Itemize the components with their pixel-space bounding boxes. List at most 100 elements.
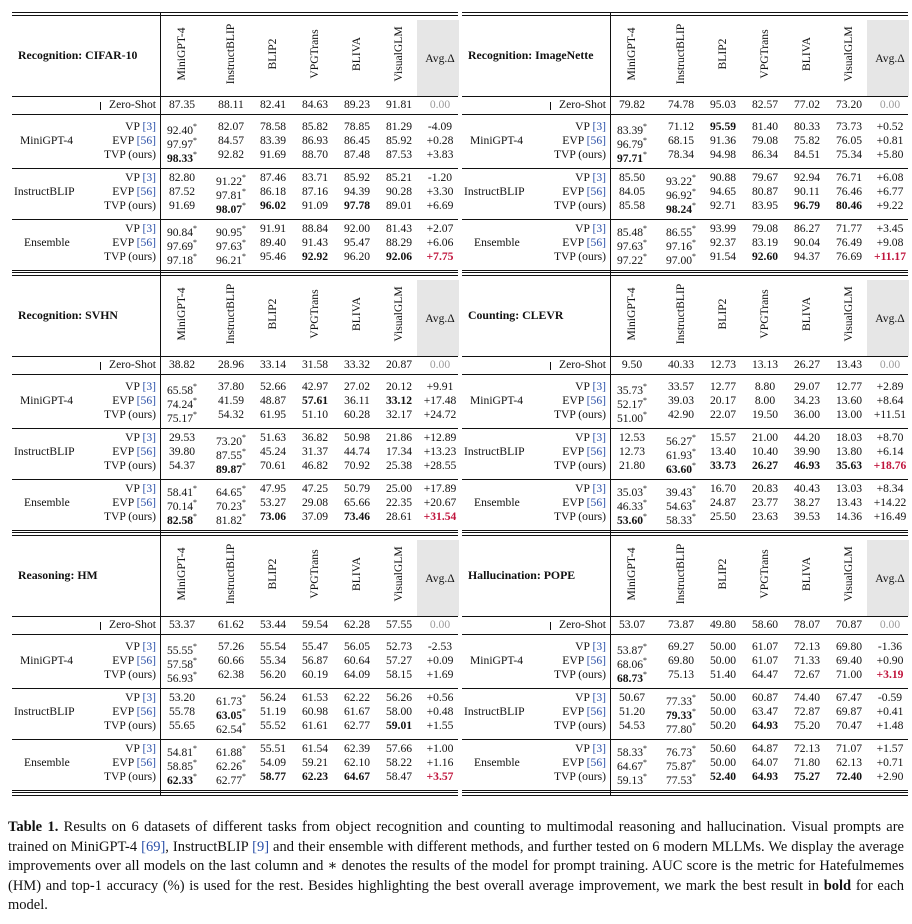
citation-link[interactable]: [56] <box>136 236 156 249</box>
citation-link[interactable]: [56] <box>586 654 606 667</box>
table-cell: 69.40 <box>819 654 879 668</box>
prompt-training-marker: * <box>643 512 648 521</box>
table-cell: 92.94 <box>777 171 837 185</box>
citation-link[interactable]: [56] <box>586 705 606 718</box>
citation-link[interactable]: [56] <box>586 496 606 509</box>
cell-value: 69.80 <box>835 640 863 653</box>
citation-link[interactable]: [3] <box>142 222 156 235</box>
citation-link[interactable]: [3] <box>592 482 606 495</box>
caption-cite[interactable]: [69] <box>141 838 166 855</box>
method-label: VP [3] <box>575 120 606 134</box>
cell-value: 37.09 <box>301 510 329 523</box>
citation-link[interactable]: [56] <box>136 496 156 509</box>
method-label: EVP [56] <box>112 394 156 408</box>
table-cell: 60.66 <box>201 654 261 668</box>
prompt-training-marker: * <box>193 642 198 651</box>
citation-link[interactable]: [3] <box>592 742 606 755</box>
citation-link[interactable]: [56] <box>586 445 606 458</box>
citation-link[interactable]: [3] <box>592 222 606 235</box>
column-header: BLIP2 <box>266 298 279 330</box>
citation-link[interactable]: [56] <box>586 236 606 249</box>
citation-link[interactable]: [3] <box>142 742 156 755</box>
citation-link[interactable]: [56] <box>586 134 606 147</box>
prompt-training-marker: * <box>242 447 247 456</box>
avg-column-highlight <box>867 540 909 616</box>
cell-value: 64.93 <box>751 719 779 732</box>
method-name: VP <box>125 222 140 235</box>
cell-value: +3.45 <box>876 222 904 235</box>
method-label: TVP (ours) <box>104 148 156 162</box>
prompt-training-marker: * <box>643 122 648 131</box>
citation-link[interactable]: [56] <box>136 654 156 667</box>
citation-link[interactable]: [3] <box>592 171 606 184</box>
method-label: EVP [56] <box>562 496 606 510</box>
citation-link[interactable]: [56] <box>136 756 156 769</box>
citation-link[interactable]: [3] <box>592 691 606 704</box>
cell-value: 58.33 <box>616 745 644 759</box>
table-cell: 46.33* <box>602 496 662 514</box>
table-cell: 42.97 <box>285 380 345 394</box>
cell-value: 98.33 <box>166 151 194 165</box>
method-name: TVP (ours) <box>553 459 606 472</box>
table-cell: 82.07 <box>201 120 261 134</box>
citation-link[interactable]: [56] <box>136 134 156 147</box>
cell-value: 80.46 <box>835 199 863 212</box>
prompt-training-marker: * <box>643 382 648 391</box>
citation-link[interactable]: [3] <box>142 431 156 444</box>
cell-value: 71.33 <box>793 654 821 667</box>
citation-link[interactable]: [56] <box>136 394 156 407</box>
caption-cite[interactable]: [9] <box>252 838 270 855</box>
citation-link[interactable]: [3] <box>142 482 156 495</box>
table-cell: 62.77* <box>201 770 261 788</box>
citation-link[interactable]: [3] <box>142 691 156 704</box>
cell-value: 73.20 <box>215 434 243 448</box>
method-label: TVP (ours) <box>104 510 156 524</box>
rule-line <box>462 790 908 791</box>
citation-link[interactable]: [56] <box>136 445 156 458</box>
citation-link[interactable]: [3] <box>142 171 156 184</box>
cell-value: 87.48 <box>343 148 371 161</box>
citation-link[interactable]: [3] <box>592 380 606 393</box>
citation-link[interactable]: [3] <box>592 640 606 653</box>
citation-link[interactable]: [3] <box>142 380 156 393</box>
column-header: InstructBLIP <box>224 543 237 605</box>
citation-link[interactable]: [3] <box>592 431 606 444</box>
table-cell: 79.08 <box>735 222 795 236</box>
citation-link[interactable]: [56] <box>586 185 606 198</box>
cell-value: 31.58 <box>301 358 329 371</box>
table-cell: 71.07 <box>819 742 879 756</box>
citation-link[interactable]: [56] <box>586 756 606 769</box>
citation-link[interactable]: [3] <box>142 640 156 653</box>
method-label: TVP (ours) <box>554 199 606 213</box>
method-name: TVP (ours) <box>103 719 156 732</box>
table-cell: 55.52 <box>243 719 303 733</box>
cell-value: 77.02 <box>793 98 821 111</box>
rule-line <box>12 428 458 429</box>
cell-value: 68.73 <box>616 671 644 685</box>
cell-value: 57.26 <box>217 640 245 653</box>
table-cell: 55.54 <box>243 640 303 654</box>
method-name: TVP (ours) <box>553 199 606 212</box>
table-cell: 64.09 <box>327 668 387 682</box>
table-cell: 79.82 <box>602 98 662 112</box>
method-label: TVP (ours) <box>554 719 606 733</box>
cell-value: 96.79 <box>616 137 644 151</box>
table-cell: 55.65 <box>152 719 212 733</box>
citation-link[interactable]: [56] <box>136 185 156 198</box>
table-cell: 53.37 <box>152 618 212 632</box>
citation-link[interactable]: [56] <box>136 705 156 718</box>
cell-value: 50.79 <box>343 482 371 495</box>
method-label: TVP (ours) <box>104 459 156 473</box>
cell-value: +20.67 <box>423 496 457 509</box>
citation-link[interactable]: [56] <box>586 394 606 407</box>
table-cell: 78.34 <box>651 148 711 162</box>
table-cell: 81.29 <box>369 120 429 134</box>
table-cell: 91.43 <box>285 236 345 250</box>
group-label: Ensemble <box>24 496 70 509</box>
citation-link[interactable]: [3] <box>142 120 156 133</box>
method-name: TVP (ours) <box>553 510 606 523</box>
table-cell: 58.85* <box>152 756 212 774</box>
table-cell: 97.69* <box>152 236 212 254</box>
table-title: Recognition: CIFAR-10 <box>18 48 138 62</box>
citation-link[interactable]: [3] <box>592 120 606 133</box>
